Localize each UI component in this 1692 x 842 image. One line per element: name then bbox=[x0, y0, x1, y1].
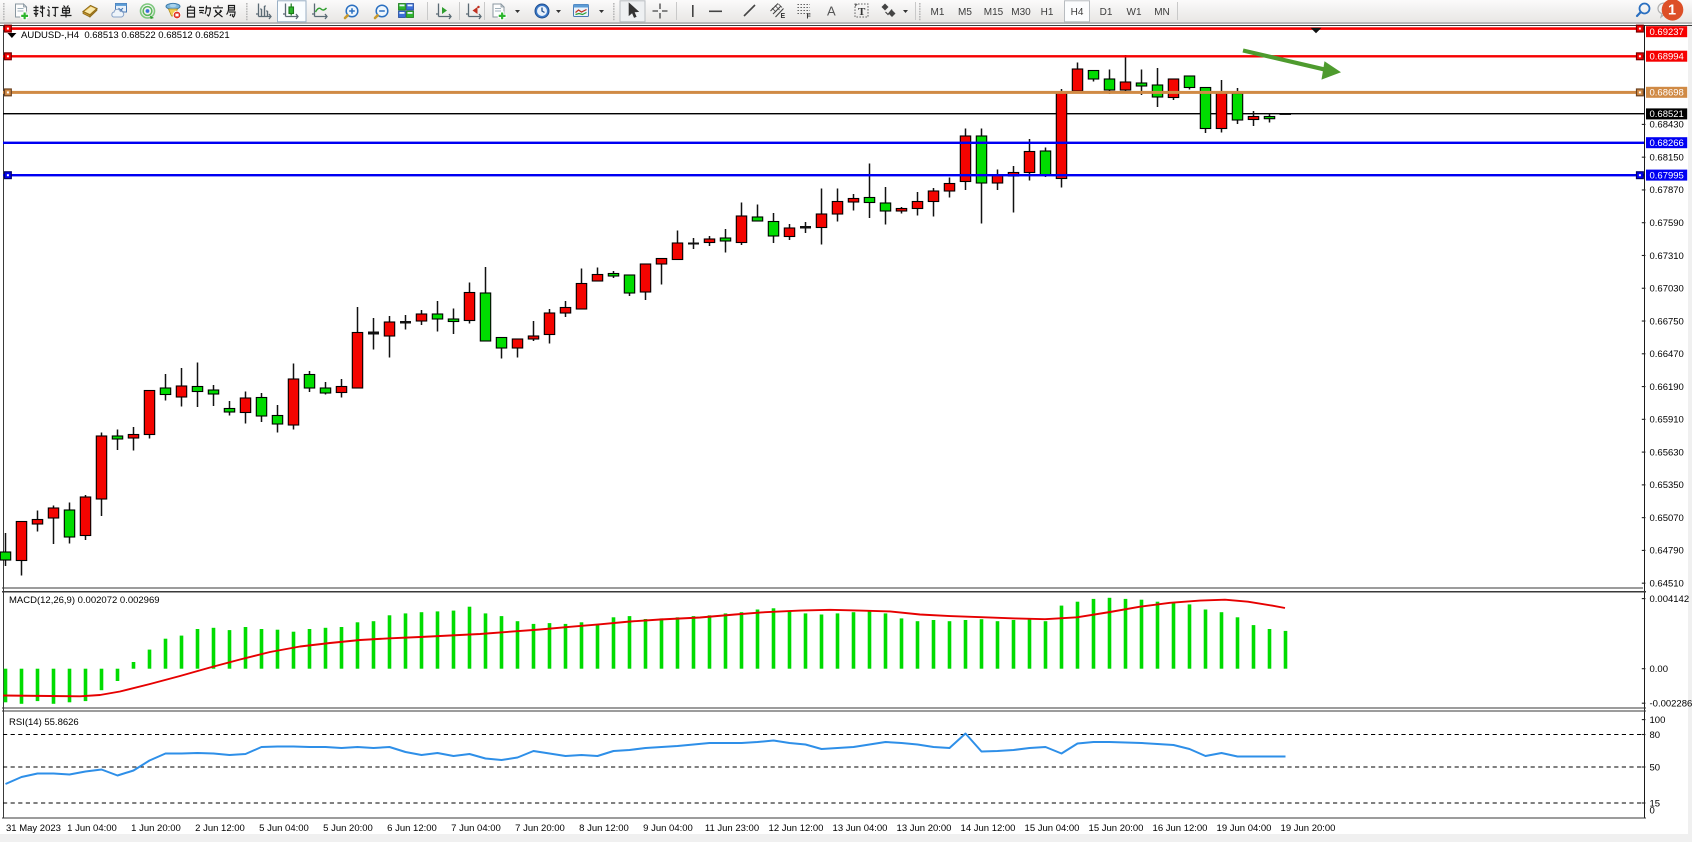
svg-text:13 Jun 20:00: 13 Jun 20:00 bbox=[897, 823, 952, 834]
svg-text:D1: D1 bbox=[1100, 7, 1113, 18]
svg-text:5 Jun 20:00: 5 Jun 20:00 bbox=[323, 823, 373, 834]
svg-text:0.68430: 0.68430 bbox=[1650, 120, 1684, 131]
svg-text:T: T bbox=[858, 6, 866, 18]
svg-text:0.68266: 0.68266 bbox=[1650, 138, 1684, 149]
svg-text:9 Jun 04:00: 9 Jun 04:00 bbox=[643, 823, 693, 834]
svg-text:0.66190: 0.66190 bbox=[1650, 382, 1684, 393]
svg-text:A: A bbox=[827, 4, 836, 19]
svg-text:5 Jun 04:00: 5 Jun 04:00 bbox=[259, 823, 309, 834]
svg-text:0.66750: 0.66750 bbox=[1650, 316, 1684, 327]
svg-text:0.69237: 0.69237 bbox=[1650, 27, 1684, 38]
svg-text:0.004142: 0.004142 bbox=[1650, 594, 1690, 605]
svg-text:7 Jun 04:00: 7 Jun 04:00 bbox=[451, 823, 501, 834]
svg-text:0.68150: 0.68150 bbox=[1650, 152, 1684, 163]
svg-text:-0.002286: -0.002286 bbox=[1650, 699, 1692, 710]
svg-text:H4: H4 bbox=[1071, 7, 1084, 18]
svg-text:0.65350: 0.65350 bbox=[1650, 480, 1684, 491]
svg-text:0.67995: 0.67995 bbox=[1650, 170, 1684, 181]
svg-text:0.64790: 0.64790 bbox=[1650, 546, 1684, 557]
svg-text:1 Jun 04:00: 1 Jun 04:00 bbox=[67, 823, 117, 834]
svg-text:14 Jun 12:00: 14 Jun 12:00 bbox=[961, 823, 1016, 834]
svg-text:2 Jun 12:00: 2 Jun 12:00 bbox=[195, 823, 245, 834]
svg-text:6 Jun 12:00: 6 Jun 12:00 bbox=[387, 823, 437, 834]
svg-text:31 May 2023: 31 May 2023 bbox=[6, 823, 61, 834]
svg-text:0: 0 bbox=[1650, 806, 1655, 817]
svg-text:16 Jun 12:00: 16 Jun 12:00 bbox=[1153, 823, 1208, 834]
svg-text:0.65910: 0.65910 bbox=[1650, 415, 1684, 426]
svg-text:0.67310: 0.67310 bbox=[1650, 251, 1684, 262]
svg-text:0.68521: 0.68521 bbox=[1650, 109, 1684, 120]
svg-text:M15: M15 bbox=[984, 7, 1004, 18]
svg-text:E: E bbox=[781, 13, 786, 20]
svg-text:15 Jun 20:00: 15 Jun 20:00 bbox=[1089, 823, 1144, 834]
svg-text:RSI(14) 55.8626: RSI(14) 55.8626 bbox=[9, 717, 79, 728]
svg-text:M30: M30 bbox=[1011, 7, 1031, 18]
svg-text:0.67590: 0.67590 bbox=[1650, 218, 1684, 229]
svg-text:H1: H1 bbox=[1041, 7, 1054, 18]
svg-text:W1: W1 bbox=[1127, 7, 1142, 18]
svg-text:1 Jun 20:00: 1 Jun 20:00 bbox=[131, 823, 181, 834]
svg-text:M1: M1 bbox=[931, 7, 945, 18]
svg-text:0.00: 0.00 bbox=[1650, 664, 1669, 675]
svg-text:19 Jun 04:00: 19 Jun 04:00 bbox=[1217, 823, 1272, 834]
svg-text:F: F bbox=[807, 14, 812, 21]
svg-text:0.64510: 0.64510 bbox=[1650, 578, 1684, 589]
svg-text:0.65070: 0.65070 bbox=[1650, 513, 1684, 524]
svg-text:19 Jun 20:00: 19 Jun 20:00 bbox=[1281, 823, 1336, 834]
svg-text:15 Jun 04:00: 15 Jun 04:00 bbox=[1025, 823, 1080, 834]
svg-text:0.68994: 0.68994 bbox=[1650, 51, 1684, 62]
svg-text:50: 50 bbox=[1650, 762, 1661, 773]
svg-text:15: 15 bbox=[1650, 798, 1661, 809]
svg-text:12 Jun 12:00: 12 Jun 12:00 bbox=[769, 823, 824, 834]
svg-text:100: 100 bbox=[1650, 715, 1666, 726]
svg-text:7 Jun 20:00: 7 Jun 20:00 bbox=[515, 823, 565, 834]
svg-text:0.65630: 0.65630 bbox=[1650, 447, 1684, 458]
svg-text:0.66470: 0.66470 bbox=[1650, 349, 1684, 360]
svg-text:0.67870: 0.67870 bbox=[1650, 185, 1684, 196]
svg-text:0.68698: 0.68698 bbox=[1650, 88, 1684, 99]
svg-text:80: 80 bbox=[1650, 730, 1661, 741]
svg-text:M5: M5 bbox=[958, 7, 972, 18]
svg-text:8 Jun 12:00: 8 Jun 12:00 bbox=[579, 823, 629, 834]
svg-text:MN: MN bbox=[1154, 7, 1170, 18]
svg-text:1: 1 bbox=[1668, 3, 1676, 19]
svg-text:MACD(12,26,9) 0.002072 0.00296: MACD(12,26,9) 0.002072 0.002969 bbox=[9, 595, 160, 606]
svg-text:AUDUSD-,H4 0.68513 0.68522 0.: AUDUSD-,H4 0.68513 0.68522 0.68512 0.685… bbox=[21, 30, 230, 41]
svg-text:0.67030: 0.67030 bbox=[1650, 284, 1684, 295]
svg-text:11 Jun 23:00: 11 Jun 23:00 bbox=[705, 823, 759, 834]
svg-text:13 Jun 04:00: 13 Jun 04:00 bbox=[833, 823, 888, 834]
